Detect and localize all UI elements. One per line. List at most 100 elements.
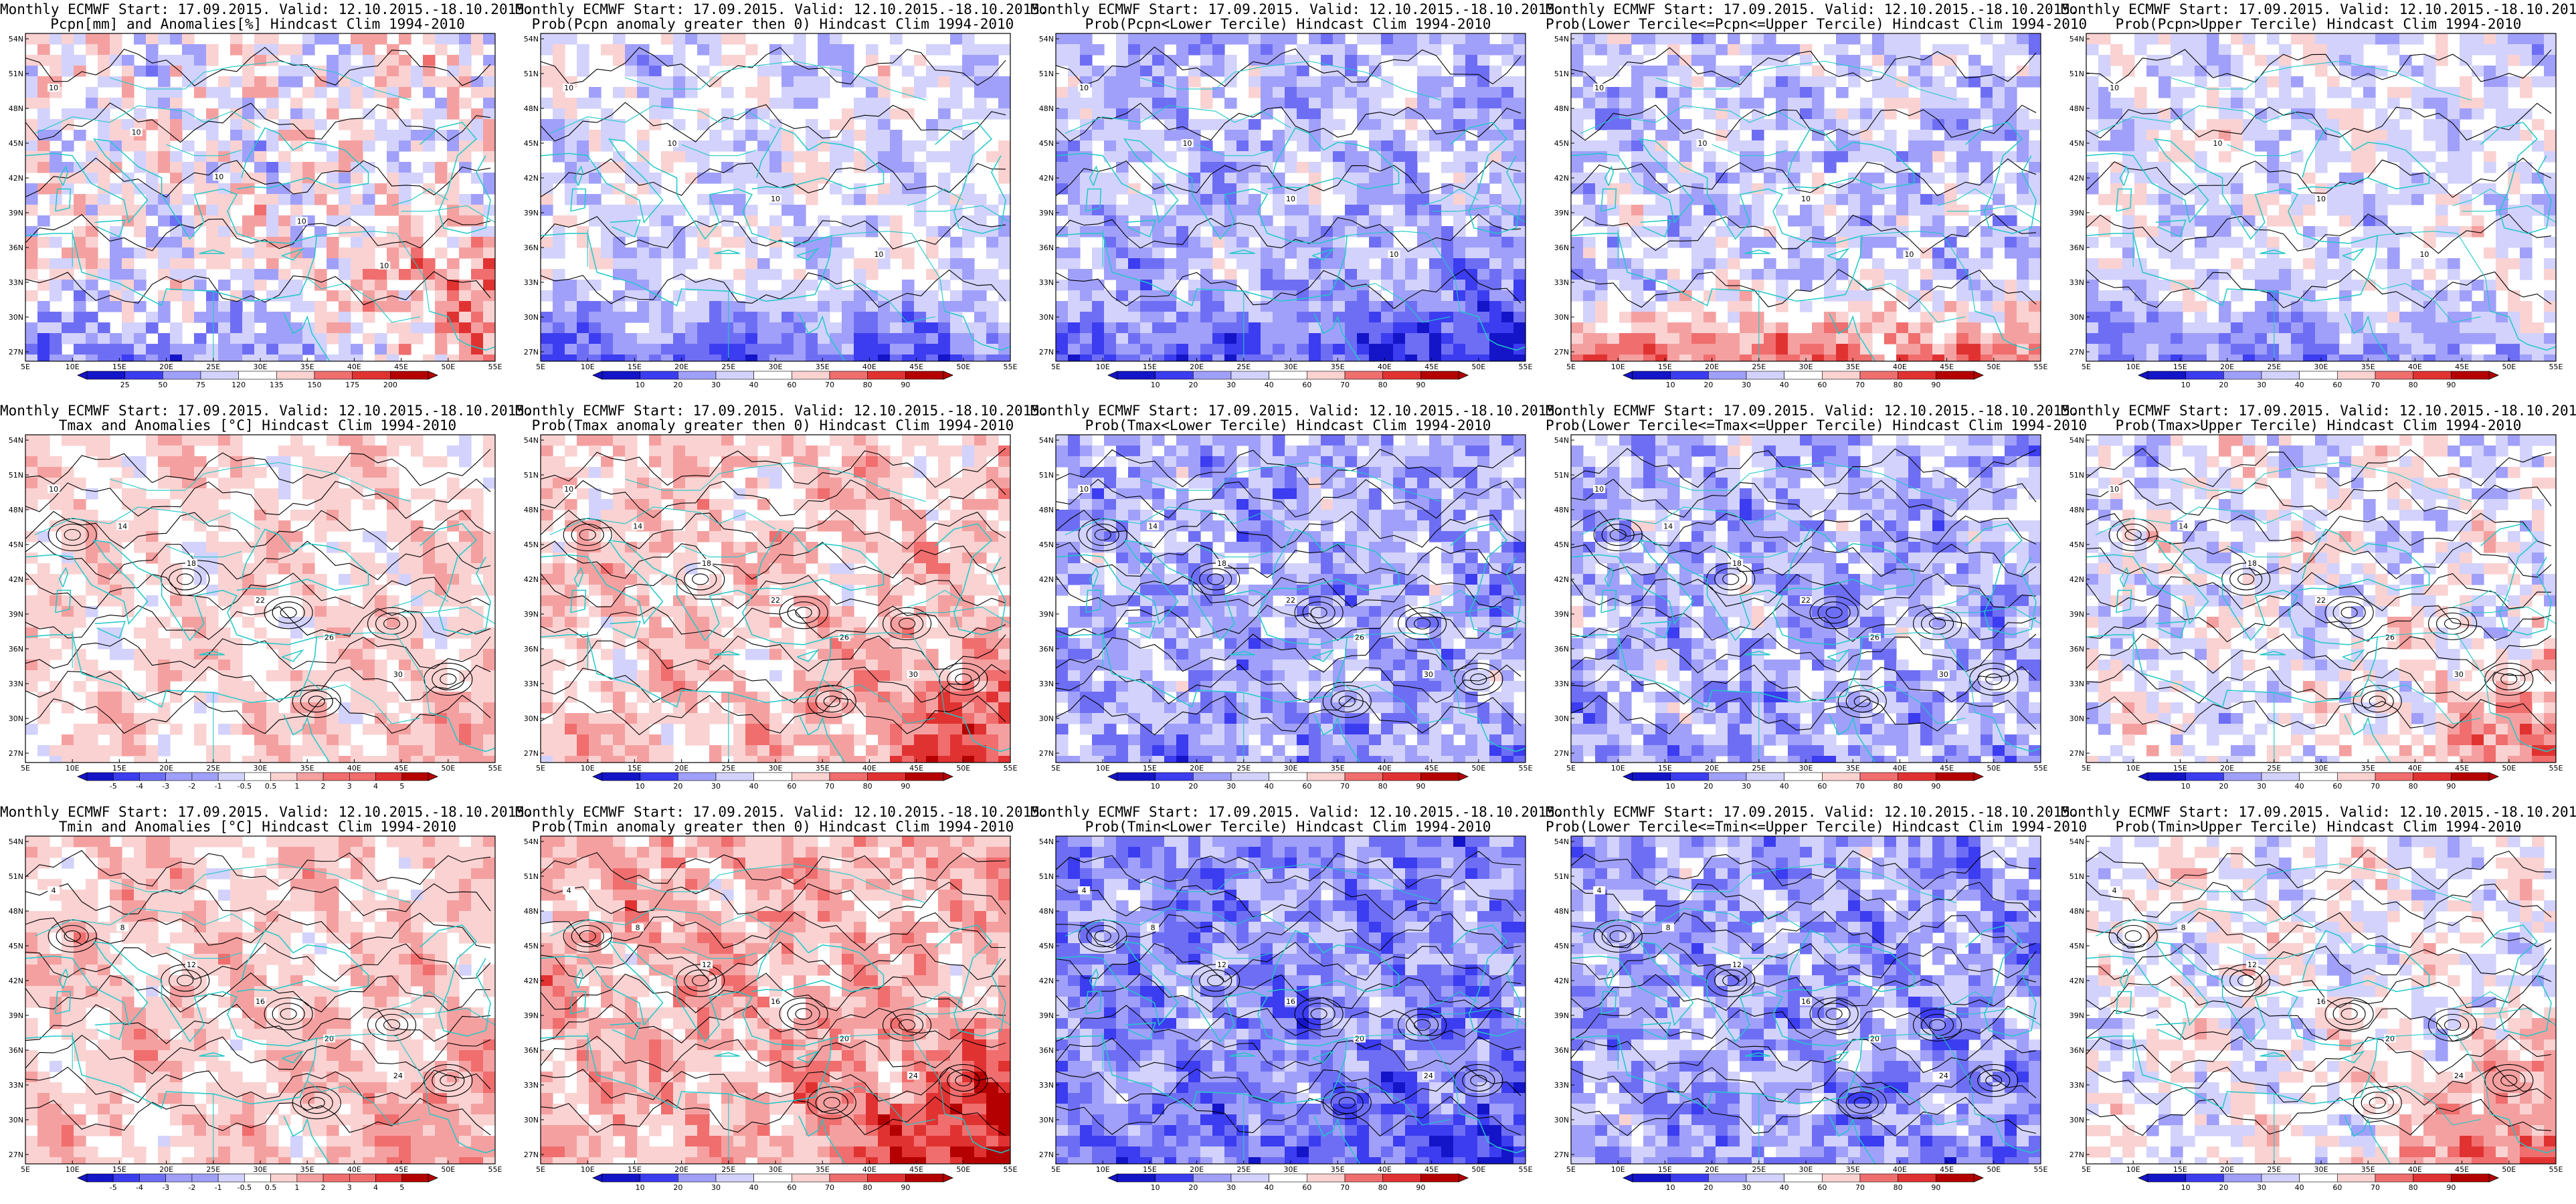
lat-tick-label: 39N <box>2069 209 2084 217</box>
field-cell <box>1249 194 1261 205</box>
field-cell <box>1513 130 1526 141</box>
field-cell <box>2243 98 2256 109</box>
field-cell <box>459 130 472 141</box>
field-cell <box>2363 226 2376 237</box>
field-cell <box>2110 98 2123 109</box>
field-cell <box>74 322 86 334</box>
field-cell <box>2363 87 2376 98</box>
field-cell <box>194 312 207 323</box>
field-cell <box>1128 87 1141 98</box>
field-cell <box>2086 33 2099 45</box>
field-cell <box>351 130 363 141</box>
field-cell <box>2017 66 2029 77</box>
field-cell <box>2243 205 2256 216</box>
field-cell <box>266 140 279 152</box>
field-cell <box>2484 162 2496 173</box>
field-cell <box>122 355 134 361</box>
field-cell <box>1788 66 1801 77</box>
field-cell <box>2029 290 2041 302</box>
field-cell <box>483 151 495 163</box>
field-cell <box>471 194 484 205</box>
field-cell <box>1104 119 1117 130</box>
field-cell <box>1429 130 1442 141</box>
field-cell <box>2291 280 2304 291</box>
field-cell <box>2472 108 2484 120</box>
field-cell <box>902 344 915 355</box>
field-cell <box>1188 194 1201 205</box>
field-cell <box>1691 215 1704 227</box>
field-cell <box>266 269 279 280</box>
field-cell <box>565 333 577 344</box>
field-cell <box>854 98 866 109</box>
field-cell <box>2327 140 2340 152</box>
field-cell <box>1429 247 1442 259</box>
field-cell <box>1800 44 1813 56</box>
field-cell <box>2231 119 2243 130</box>
field-cell <box>721 290 734 302</box>
field-cell <box>86 162 98 173</box>
field-cell <box>1453 237 1466 248</box>
field-cell <box>1381 151 1394 163</box>
field-cell <box>806 76 818 88</box>
field-cell <box>661 226 674 237</box>
field-cell <box>1981 87 1993 98</box>
field-cell <box>613 87 626 98</box>
field-cell <box>290 119 303 130</box>
field-cell <box>62 280 74 291</box>
field-cell <box>1092 258 1105 270</box>
field-cell <box>914 205 927 216</box>
field-cell <box>447 183 460 195</box>
colorbar-box <box>2299 371 2338 380</box>
field-cell <box>1200 269 1213 280</box>
field-cell <box>2520 162 2533 173</box>
field-cell <box>1357 269 1370 280</box>
field-cell <box>1944 205 1957 216</box>
field-cell <box>553 355 565 361</box>
field-cell <box>661 205 674 216</box>
field-cell <box>2291 119 2304 130</box>
field-cell <box>565 162 577 173</box>
field-cell <box>2532 55 2545 66</box>
field-cell <box>2484 290 2496 302</box>
border-line <box>1422 188 1479 207</box>
field-cell <box>1297 55 1309 66</box>
field-cell <box>1631 258 1644 270</box>
field-cell <box>565 130 577 141</box>
field-cell <box>483 87 495 98</box>
field-cell <box>2399 66 2412 77</box>
field-cell <box>842 66 854 77</box>
field-cell <box>25 162 38 173</box>
field-cell <box>1333 301 1346 312</box>
field-cell <box>25 456 38 468</box>
field-cell <box>1369 194 1382 205</box>
field-cell <box>387 173 399 184</box>
field-cell <box>1571 162 1584 173</box>
field-cell <box>2086 130 2099 141</box>
border-line <box>2227 144 2303 157</box>
field-cell <box>673 76 686 88</box>
field-cell <box>2005 322 2017 334</box>
field-cell <box>998 226 1010 237</box>
field-cell <box>1261 33 1273 45</box>
field-cell <box>278 66 291 77</box>
field-cell <box>1309 290 1321 302</box>
field-cell <box>1200 258 1213 270</box>
field-cell <box>2520 312 2533 323</box>
field-cell <box>459 140 472 152</box>
field-cell <box>399 162 411 173</box>
field-cell <box>1920 205 1933 216</box>
field-cell <box>2448 290 2460 302</box>
field-cell <box>1824 44 1837 56</box>
field-cell <box>1249 33 1261 45</box>
field-cell <box>471 280 484 291</box>
field-cell <box>553 108 565 120</box>
coastline <box>1229 249 1255 254</box>
field-cell <box>1140 44 1153 56</box>
field-cell <box>2339 322 2352 334</box>
field-cell <box>902 183 915 195</box>
field-cell <box>613 258 626 270</box>
field-cell <box>194 183 207 195</box>
field-cell <box>1465 344 1478 355</box>
field-cell <box>830 33 842 45</box>
field-cell <box>1224 66 1237 77</box>
